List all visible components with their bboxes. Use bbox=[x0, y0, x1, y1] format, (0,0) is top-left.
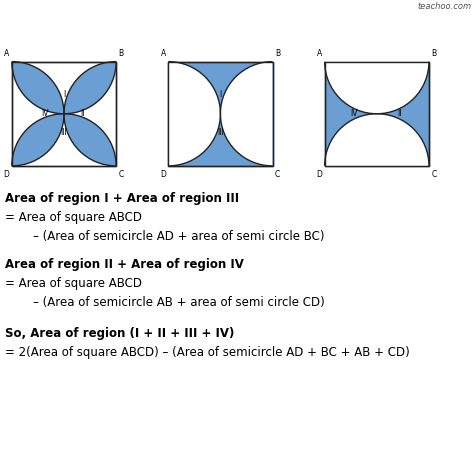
Text: = Area of square ABCD: = Area of square ABCD bbox=[5, 211, 142, 224]
Text: II: II bbox=[398, 109, 402, 118]
Text: I: I bbox=[63, 91, 65, 100]
Text: C: C bbox=[275, 170, 280, 179]
Text: A: A bbox=[161, 49, 166, 58]
Polygon shape bbox=[64, 114, 116, 166]
Text: IV: IV bbox=[350, 109, 358, 118]
Text: B: B bbox=[118, 49, 124, 58]
Text: = 2(Area of square ABCD) – (Area of semicircle AD + BC + AB + CD): = 2(Area of square ABCD) – (Area of semi… bbox=[5, 346, 410, 359]
Text: Area of region II + Area of region IV: Area of region II + Area of region IV bbox=[5, 258, 244, 271]
Polygon shape bbox=[168, 62, 220, 166]
Text: B: B bbox=[431, 49, 437, 58]
Text: C: C bbox=[431, 170, 437, 179]
Text: I: I bbox=[219, 91, 221, 100]
Text: teachoo.com: teachoo.com bbox=[418, 2, 472, 11]
Text: III: III bbox=[217, 128, 224, 137]
Text: A: A bbox=[317, 49, 322, 58]
Text: Area of region I + Area of region III: Area of region I + Area of region III bbox=[5, 192, 239, 205]
Text: = Area of square ABCD: = Area of square ABCD bbox=[5, 277, 142, 290]
Polygon shape bbox=[12, 62, 116, 166]
Text: A: A bbox=[4, 49, 9, 58]
Text: III: III bbox=[61, 128, 67, 137]
Text: B: B bbox=[275, 49, 280, 58]
Text: C: C bbox=[118, 170, 124, 179]
Text: II: II bbox=[81, 109, 85, 118]
Polygon shape bbox=[168, 62, 273, 166]
Polygon shape bbox=[64, 62, 116, 114]
Polygon shape bbox=[220, 62, 273, 166]
Text: IV: IV bbox=[41, 109, 49, 118]
Text: – (Area of semicircle AB + area of semi circle CD): – (Area of semicircle AB + area of semi … bbox=[33, 296, 325, 309]
Polygon shape bbox=[325, 114, 429, 166]
Text: D: D bbox=[4, 170, 9, 179]
Text: D: D bbox=[317, 170, 322, 179]
Text: D: D bbox=[160, 170, 166, 179]
Polygon shape bbox=[325, 62, 429, 114]
Text: So, Area of region (I + II + III + IV): So, Area of region (I + II + III + IV) bbox=[5, 327, 234, 340]
Polygon shape bbox=[325, 62, 429, 166]
Polygon shape bbox=[12, 114, 64, 166]
Polygon shape bbox=[12, 62, 64, 114]
Text: – (Area of semicircle AD + area of semi circle BC): – (Area of semicircle AD + area of semi … bbox=[33, 230, 325, 243]
